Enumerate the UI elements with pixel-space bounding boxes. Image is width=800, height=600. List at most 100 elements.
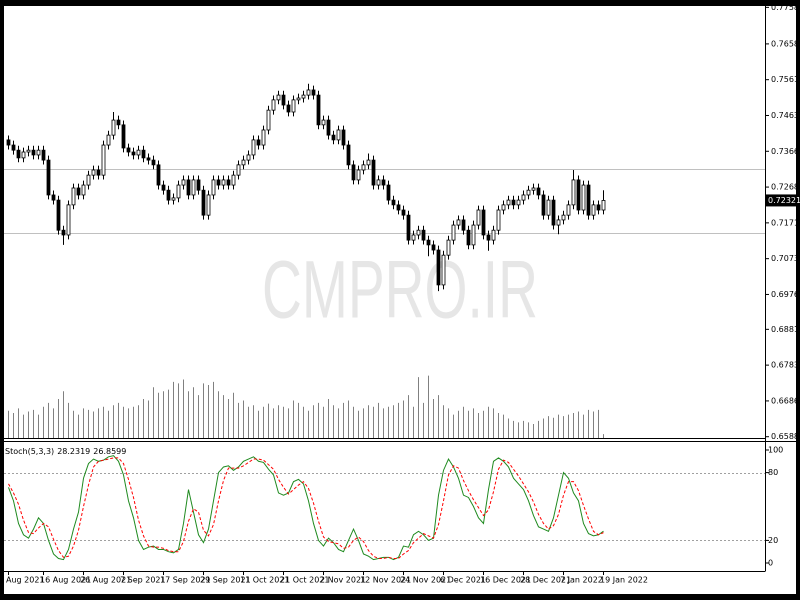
indicator-line: [8, 457, 604, 559]
indicator-value: 26.8599: [93, 447, 126, 456]
candle-body: [351, 164, 356, 181]
candle-body: [231, 174, 236, 186]
candle-body: [561, 214, 566, 221]
candle-body: [391, 199, 396, 206]
candle-body: [586, 184, 591, 216]
y-tick-label: 0.67835: [771, 361, 800, 370]
candle-body: [556, 219, 561, 226]
candle-body: [121, 124, 126, 149]
candle-body: [371, 159, 376, 186]
candle-body: [236, 164, 241, 176]
candle-body: [386, 184, 391, 201]
indicator-name: Stoch(5,3,3): [5, 447, 54, 456]
candle-body: [276, 94, 281, 101]
y-tick-label: 0.72685: [771, 183, 800, 192]
candle-body: [551, 199, 556, 226]
candle-body: [491, 229, 496, 241]
candle-body: [281, 94, 286, 106]
candle-body: [526, 189, 531, 196]
candle-body: [381, 179, 386, 186]
x-tick-label: 29 Sep 2021: [200, 576, 251, 585]
candle-body: [26, 149, 31, 153]
candle-body: [421, 229, 426, 241]
candle-body: [266, 109, 271, 131]
candle-body: [16, 149, 21, 159]
indicator-title: Stoch(5,3,3) 28.2319 26.8599: [5, 447, 126, 456]
candle-body: [496, 209, 501, 231]
x-tick-label: 19 Jan 2022: [600, 576, 648, 585]
candle-body: [136, 149, 141, 156]
y-tick-label: 0.70735: [771, 254, 800, 263]
candle-body: [396, 204, 401, 211]
candle-body: [61, 229, 66, 236]
x-tick-label: 21 Oct 2021: [280, 576, 329, 585]
candle-body: [291, 99, 296, 113]
x-tick-label: 16 Aug 2021: [40, 576, 91, 585]
candle-body: [536, 187, 541, 196]
x-tick-label: 26 Aug 2021: [80, 576, 131, 585]
candle-body: [141, 149, 146, 159]
candle-body: [11, 144, 16, 151]
last-price-box: [766, 194, 796, 207]
x-tick-label: 17 Sep 2021: [160, 576, 211, 585]
candle-body: [406, 214, 411, 241]
candle-body: [416, 229, 421, 236]
candle-body: [21, 151, 26, 159]
candle-body: [151, 159, 156, 166]
candle-body: [111, 119, 116, 136]
candle-body: [451, 224, 456, 241]
x-tick-label: 7 Jan 2022: [560, 576, 603, 585]
candle-body: [486, 234, 491, 241]
candle-body: [316, 94, 321, 126]
candle-body: [501, 204, 506, 211]
y-tick-label: 0.76585: [771, 39, 800, 48]
candle-body: [516, 199, 521, 206]
x-tick-label: 16 Dec 2021: [480, 576, 531, 585]
candle-body: [211, 179, 216, 196]
indicator-line: [8, 455, 604, 561]
candle-body: [566, 204, 571, 216]
candle-body: [346, 144, 351, 166]
candle-body: [251, 139, 256, 156]
candle-body: [286, 104, 291, 113]
candle-body: [271, 99, 276, 111]
candle-body: [336, 129, 341, 141]
candle-body: [256, 139, 261, 146]
candle-body: [401, 209, 406, 216]
candle-body: [376, 179, 381, 186]
candle-body: [66, 204, 71, 236]
candle-body: [226, 179, 231, 186]
candle-body: [81, 184, 86, 196]
candle-body: [96, 169, 101, 176]
y-tick-label: 0.74635: [771, 111, 800, 120]
candle-body: [71, 187, 76, 206]
candle-body: [576, 179, 581, 211]
last-price-label: 0.72321: [768, 196, 800, 205]
y-tick-label: 80: [768, 468, 778, 477]
candle-body: [56, 199, 61, 231]
candle-body: [6, 139, 11, 146]
candle-body: [216, 179, 221, 186]
y-tick-label: 0.65885: [771, 432, 800, 441]
candle-body: [431, 244, 436, 251]
indicator-value: 28.2319: [57, 447, 90, 456]
candle-body: [241, 159, 246, 166]
candle-body: [166, 189, 171, 201]
candle-body: [296, 97, 301, 101]
candle-body: [541, 194, 546, 216]
indicator-pane: 0 20 80 100: [4, 446, 783, 568]
x-tick-label: 6 Dec 2021: [440, 576, 486, 585]
candle-body: [581, 184, 586, 211]
x-tick-label: 7 Sep 2021: [120, 576, 166, 585]
candle-body: [116, 119, 121, 126]
x-tick-label: 2 Nov 2021: [320, 576, 366, 585]
candle-body: [46, 159, 51, 196]
candle-body: [186, 179, 191, 196]
candle-body: [411, 234, 416, 241]
candle-body: [326, 119, 331, 136]
